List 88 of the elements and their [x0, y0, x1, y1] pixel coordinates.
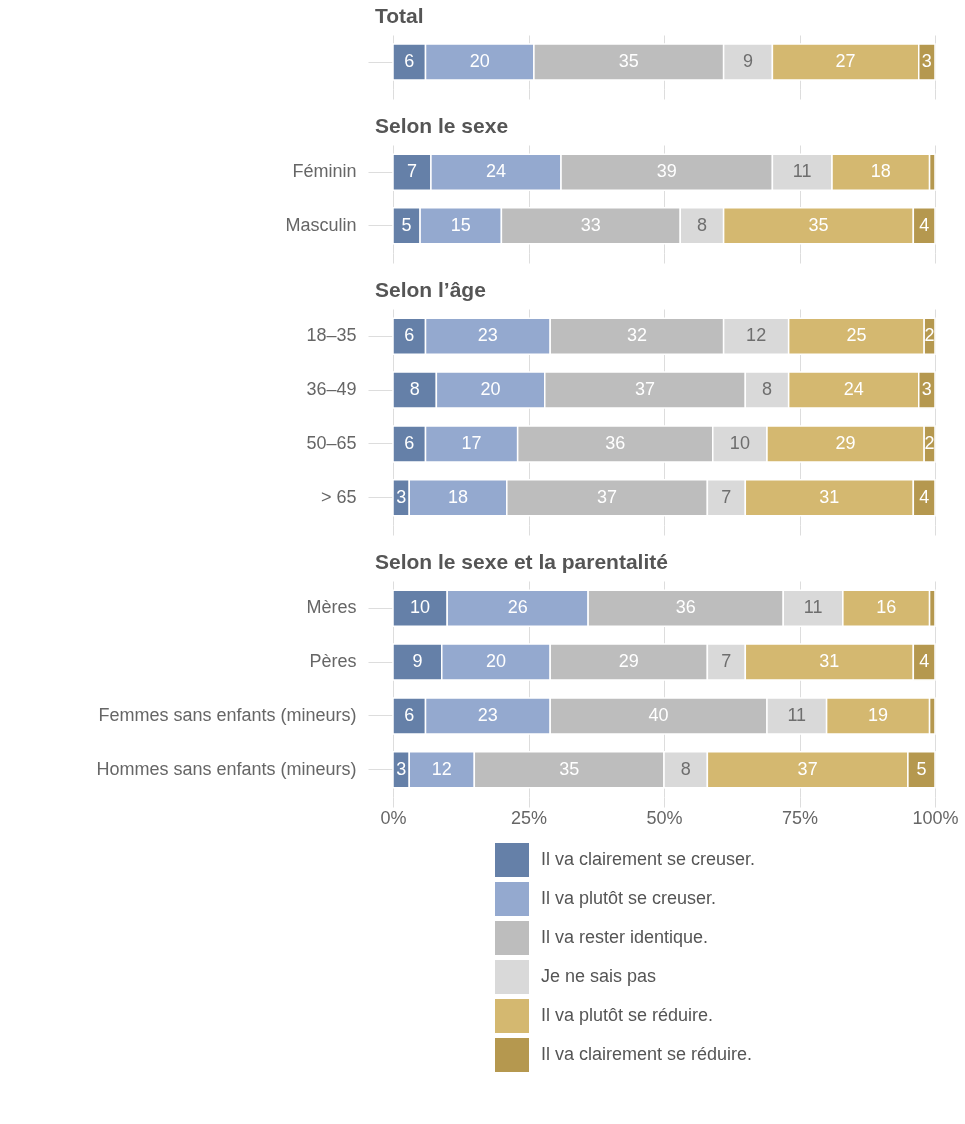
data-label: 12 [746, 325, 767, 346]
data-label: 37 [635, 379, 656, 400]
data-label: 4 [919, 214, 930, 235]
x-tick-label: 50% [646, 807, 683, 828]
legend-label: Je ne sais pas [541, 966, 657, 986]
data-label: 6 [404, 432, 415, 453]
data-label: 36 [605, 432, 626, 453]
data-label: 24 [485, 161, 506, 182]
data-label: 2 [924, 432, 935, 453]
data-label: 32 [626, 325, 647, 346]
data-label: 5 [401, 214, 412, 235]
data-label: 11 [792, 161, 812, 182]
data-label: 20 [469, 51, 490, 71]
data-label: 16 [876, 597, 897, 618]
data-label: 40 [648, 704, 669, 725]
data-label: 7 [406, 161, 417, 182]
data-label: 23 [477, 704, 498, 725]
data-label: 9 [412, 651, 423, 672]
data-label: 8 [409, 379, 420, 400]
x-tick-label: 100% [912, 807, 959, 828]
data-label: 18 [870, 161, 891, 182]
y-tick-label: > 65 [320, 486, 357, 507]
legend-label: Il va plutôt se creuser. [541, 888, 717, 908]
data-label: 25 [846, 325, 867, 346]
data-label: 26 [507, 597, 528, 618]
data-label: 37 [797, 758, 818, 779]
data-label: 29 [618, 651, 639, 672]
data-label: 9 [743, 51, 754, 71]
legend-label: Il va rester identique. [541, 927, 709, 947]
data-label: 2 [924, 325, 935, 346]
y-tick-label: 36–49 [306, 379, 357, 400]
data-label: 35 [618, 51, 639, 71]
data-label: 36 [675, 597, 696, 618]
data-label: 27 [835, 51, 856, 71]
chart-title: Selon le sexe [375, 114, 509, 137]
data-label: 12 [431, 758, 452, 779]
data-label: 7 [721, 651, 732, 672]
data-label: 8 [761, 379, 772, 400]
x-tick-label: 0% [380, 807, 407, 828]
data-label: 7 [721, 486, 732, 507]
y-tick-label: Masculin [285, 214, 357, 235]
chart-title: Selon le sexe et la parentalité [375, 550, 668, 573]
data-label: 6 [404, 704, 415, 725]
data-label: 19 [868, 704, 889, 725]
data-label: 37 [597, 486, 618, 507]
data-label: 10 [410, 597, 431, 618]
y-tick-label: Pères [309, 651, 357, 672]
data-label: 35 [808, 214, 829, 235]
data-label: 4 [919, 651, 930, 672]
data-label: 11 [787, 704, 807, 725]
data-label: 6 [404, 325, 415, 346]
y-tick-label: Femmes sans enfants (mineurs) [98, 704, 357, 725]
legend-label: Il va plutôt se réduire. [541, 1005, 714, 1025]
data-label: 20 [480, 379, 501, 400]
x-tick-label: 75% [781, 807, 819, 828]
x-tick-label: 25% [510, 807, 548, 828]
data-label: 4 [919, 486, 930, 507]
data-label: 3 [396, 758, 407, 779]
data-label: 3 [921, 51, 932, 71]
data-label: 15 [450, 214, 471, 235]
data-label: 31 [819, 651, 840, 672]
y-tick-label: 18–35 [306, 325, 357, 346]
data-label: 6 [404, 51, 415, 71]
data-label: 8 [696, 214, 707, 235]
data-label: 29 [835, 432, 856, 453]
data-label: 39 [656, 161, 677, 182]
y-tick-label: Mères [306, 597, 357, 618]
data-label: 18 [448, 486, 469, 507]
data-label: 33 [580, 214, 601, 235]
y-tick-label: Féminin [292, 161, 357, 182]
data-label: 31 [819, 486, 840, 507]
data-label: 24 [843, 379, 864, 400]
data-label: 35 [559, 758, 580, 779]
data-label: 8 [680, 758, 691, 779]
data-label: 3 [921, 379, 932, 400]
data-label: 10 [729, 432, 750, 453]
legend-label: Il va clairement se creuser. [541, 849, 756, 869]
legend-label: Il va clairement se réduire. [541, 1044, 753, 1064]
chart-title: Selon l’âge [375, 278, 486, 301]
y-tick-label: Hommes sans enfants (mineurs) [96, 758, 357, 779]
data-label: 17 [461, 432, 482, 453]
y-tick-label: 50–65 [306, 432, 357, 453]
data-label: 20 [485, 651, 506, 672]
data-label: 5 [916, 758, 927, 779]
data-label: 23 [477, 325, 498, 346]
data-label: 11 [803, 597, 823, 618]
data-label: 3 [396, 486, 407, 507]
chart-title: Total [375, 4, 424, 27]
